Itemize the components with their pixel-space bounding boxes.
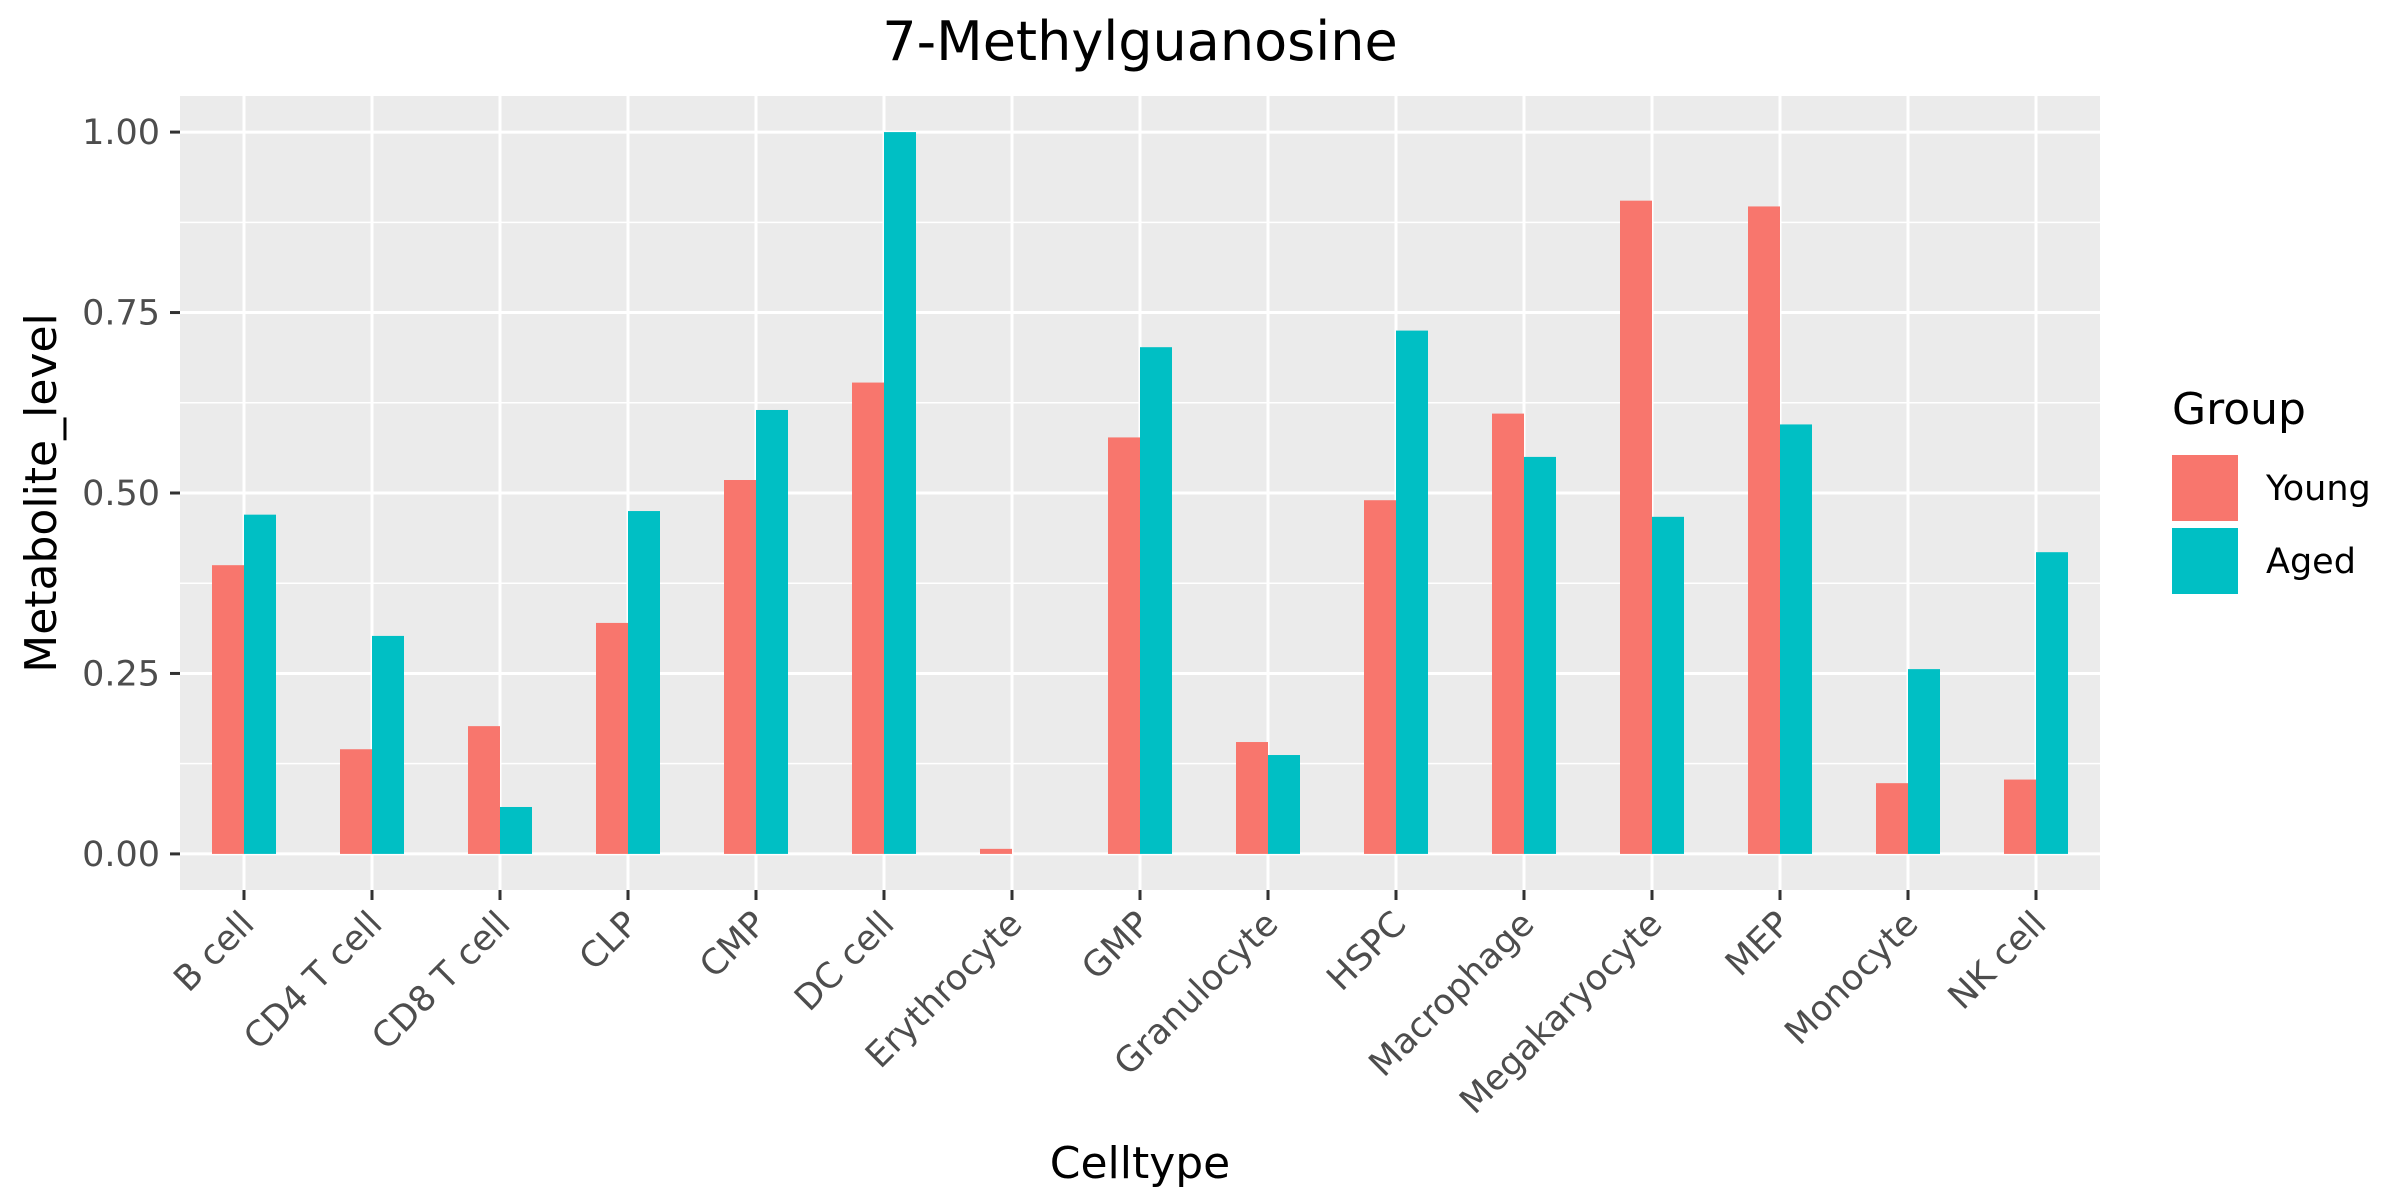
bar-young-b-cell — [212, 565, 244, 854]
bar-aged-b-cell — [244, 514, 276, 854]
bar-aged-cd8-t-cell — [500, 806, 532, 854]
y-tick-label: 0.00 — [82, 835, 160, 875]
bar-aged-dc-cell — [884, 132, 916, 854]
legend-key-aged — [2172, 528, 2238, 594]
legend-title: Group — [2172, 384, 2306, 435]
y-axis-title: Metabolite_level — [16, 313, 67, 673]
x-tick-label: CMP — [693, 904, 775, 986]
x-tick-label: GMP — [1075, 904, 1159, 988]
x-tick-label: DC cell — [787, 904, 902, 1019]
bar-young-nk-cell — [2004, 779, 2036, 854]
bar-aged-cmp — [756, 409, 788, 854]
bar-aged-megakaryocyte — [1652, 516, 1684, 854]
x-tick-label: CD4 T cell — [237, 904, 391, 1058]
legend-label-aged: Aged — [2266, 542, 2356, 582]
chart-title: 7-Methylguanosine — [882, 10, 1397, 73]
y-tick-label: 1.00 — [82, 113, 160, 153]
bar-aged-gmp — [1140, 347, 1172, 854]
bar-aged-nk-cell — [2036, 552, 2068, 854]
bar-young-granulocyte — [1236, 742, 1268, 854]
bar-young-cmp — [724, 480, 756, 854]
bar-young-megakaryocyte — [1620, 200, 1652, 854]
x-tick-label: CD8 T cell — [365, 904, 519, 1058]
bar-young-macrophage — [1492, 413, 1524, 854]
bar-aged-hspc — [1396, 330, 1428, 854]
bar-young-gmp — [1108, 437, 1140, 854]
bar-aged-cd4-t-cell — [372, 635, 404, 854]
x-tick-label: MEP — [1718, 904, 1798, 984]
y-tick-label: 0.50 — [82, 474, 160, 514]
bar-young-cd4-t-cell — [340, 749, 372, 854]
x-tick-label: B cell — [167, 904, 263, 1000]
bar-young-erythrocyte — [980, 848, 1012, 854]
bar-young-dc-cell — [852, 382, 884, 854]
bar-young-monocyte — [1876, 783, 1908, 854]
bar-young-clp — [596, 622, 628, 854]
x-tick-label: CLP — [572, 904, 646, 978]
y-tick-label: 0.75 — [82, 294, 160, 334]
x-tick-label: NK cell — [1941, 904, 2054, 1017]
legend-key-young — [2172, 455, 2238, 521]
bar-aged-mep — [1780, 424, 1812, 854]
bar-aged-granulocyte — [1268, 755, 1300, 854]
bars — [212, 132, 2068, 854]
y-tick-label: 0.25 — [82, 654, 160, 694]
legend-label-young: Young — [2265, 469, 2371, 509]
legend: Group Young Aged — [2172, 384, 2371, 594]
bar-young-hspc — [1364, 500, 1396, 854]
bar-young-cd8-t-cell — [468, 726, 500, 854]
bar-aged-macrophage — [1524, 456, 1556, 854]
bar-aged-monocyte — [1908, 669, 1940, 854]
bar-young-mep — [1748, 206, 1780, 854]
x-tick-label: HSPC — [1320, 904, 1415, 999]
x-axis-title: Celltype — [1050, 1138, 1231, 1189]
x-tick-label: Monocyte — [1778, 904, 1927, 1053]
bar-aged-clp — [628, 511, 660, 854]
